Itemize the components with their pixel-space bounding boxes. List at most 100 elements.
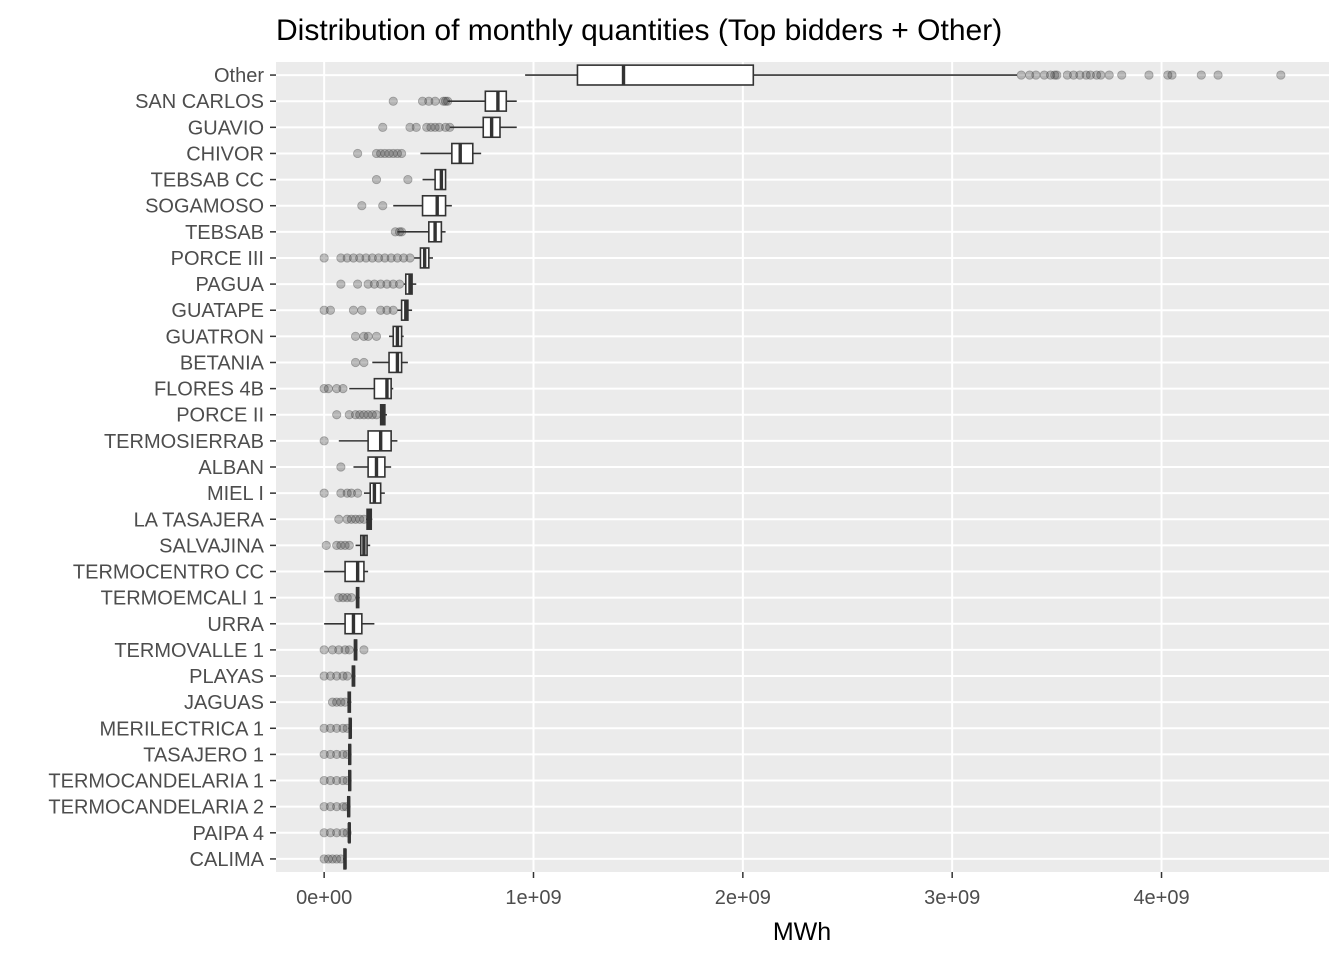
outlier-point [355,253,365,263]
box-group [324,613,375,635]
outlier-point [388,305,398,315]
outlier-point [1081,70,1091,80]
outlier-point [332,828,342,838]
outlier-point [1096,70,1106,80]
outlier-point [1031,70,1041,80]
x-tick-label: 4e+09 [1133,887,1189,909]
x-axis-ticks: 0e+00 1e+09 2e+09 3e+09 4e+09 [296,872,1190,909]
x-tick-label: 1e+09 [505,887,561,909]
outlier-point [325,305,336,315]
outlier-point [350,331,361,341]
outlier-point [371,410,382,420]
outlier-point [378,201,388,211]
outlier-point [346,514,356,524]
outlier-point [336,697,346,707]
y-tick-label: BETANIA [180,352,265,374]
outlier-point [336,488,346,498]
outlier-point [357,305,367,315]
y-tick-label: CHIVOR [186,143,264,165]
outlier-point [1117,70,1127,80]
outlier-point [342,253,352,263]
y-tick-label: TEBSAB CC [151,170,264,192]
outlier-point [332,671,342,681]
outlier-point [359,357,369,368]
y-tick-label: PAGUA [195,274,264,296]
outlier-point [434,122,444,132]
outlier-point [325,671,336,681]
outlier-point [371,331,382,341]
outlier-point [350,514,361,524]
outlier-point [363,410,373,420]
outlier-point [332,410,342,420]
y-tick-label: PAIPA 4 [192,823,264,845]
outlier-point [397,227,407,237]
outlier-point [344,540,354,550]
outlier-point [353,279,363,289]
outlier-point [348,253,359,263]
outlier-point [340,697,350,707]
outlier-point [323,384,333,394]
outlier-point [338,802,348,812]
y-tick-label: TERMOCANDELARIA 2 [48,797,264,819]
outlier-point [325,749,336,760]
box-group [319,377,394,400]
box-group [319,482,385,504]
outlier-point [411,122,421,132]
box [451,142,474,165]
box-group [321,534,371,557]
y-tick-label: Other [214,65,264,87]
box-group [319,717,353,740]
box-group [357,194,452,217]
outlier-point [386,253,396,263]
chart-title: Distribution of monthly quantities (Top … [276,14,1002,47]
box-group [350,325,404,348]
box-group [319,639,369,661]
outlier-point [440,96,451,106]
outlier-point [342,488,352,498]
outlier-point [319,488,329,498]
outlier-point [1144,70,1154,80]
box-group [319,822,352,844]
y-tick-label: CALIMA [190,849,265,871]
outlier-point [403,174,413,185]
box-group [334,508,373,530]
outlier-point [388,279,398,289]
y-tick-label: GUATRON [165,326,264,348]
outlier-point [390,227,400,237]
outlier-point [355,410,365,420]
y-tick-label: TERMOCANDELARIA 1 [48,771,264,793]
y-tick-label: TERMOEMCALI 1 [101,588,264,610]
outlier-point [336,462,346,472]
outlier-point [338,593,348,603]
outlier-point [399,253,409,263]
box-group [319,430,398,452]
outlier-point [1276,70,1286,80]
outlier-point [332,540,342,550]
outlier-point [319,854,329,864]
outlier-point [443,96,453,106]
x-axis-title: MWh [773,918,831,946]
outlier-point [338,671,348,681]
outlier-point [376,305,386,315]
outlier-point [422,122,432,132]
outlier-point [357,201,367,211]
outlier-point [1050,70,1060,80]
outlier-point [332,802,342,812]
outlier-point [323,854,333,864]
outlier-point [380,253,390,263]
outlier-point [1062,70,1072,80]
outlier-point [1045,70,1056,80]
outlier-point [340,645,350,655]
outlier-point [394,279,405,289]
outlier-point [334,645,344,655]
outlier-point [342,723,352,733]
box-group [350,351,408,374]
y-tick-label: GUATAPE [171,300,264,322]
outlier-point [376,279,386,289]
y-tick-label: JAGUAS [184,692,264,714]
outlier-point [338,828,348,838]
outlier-point [1016,70,1026,80]
box-group [388,90,517,112]
outlier-point [319,802,329,812]
y-tick-label: TERMOCENTRO CC [73,562,264,584]
